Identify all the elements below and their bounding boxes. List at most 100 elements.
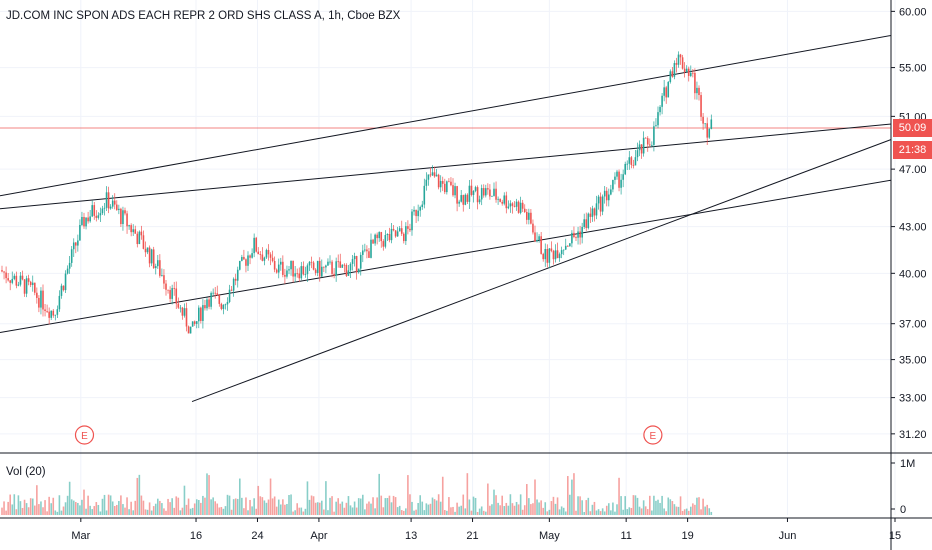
volume-bar: [325, 481, 327, 515]
earnings-marker-label: E: [650, 431, 657, 442]
candle-body: [642, 137, 645, 154]
volume-bar: [472, 496, 475, 515]
candle-body: [72, 242, 75, 250]
candle-body: [179, 307, 182, 309]
candle-body: [370, 239, 372, 258]
candle-body: [690, 72, 692, 76]
volume-bar: [42, 507, 44, 515]
candle-body: [577, 231, 579, 238]
volume-bar: [476, 511, 479, 515]
candle-body: [77, 240, 79, 246]
candle-body: [232, 278, 235, 291]
candle-body: [462, 195, 465, 205]
candle-body: [132, 229, 134, 233]
volume-bar: [339, 503, 342, 515]
candle-body: [593, 208, 596, 216]
candle-body: [187, 326, 190, 334]
candle-body: [646, 138, 649, 145]
candle-body: [62, 285, 65, 291]
volume-bar: [462, 494, 465, 515]
volume-bar: [583, 511, 585, 515]
volume-bar: [347, 496, 350, 515]
candle-body: [312, 262, 315, 270]
volume-bar: [587, 497, 590, 515]
candle-body: [362, 250, 364, 255]
volume-bar: [335, 501, 337, 515]
candle-body: [562, 249, 565, 251]
candle-body: [421, 204, 424, 208]
volume-bar: [441, 476, 444, 515]
volume-bar: [616, 504, 618, 515]
candle-body: [64, 273, 67, 291]
volume-bar: [405, 508, 407, 515]
volume-bar: [7, 501, 9, 515]
volume-bar: [302, 511, 305, 515]
candle-body: [698, 87, 700, 96]
candle-body: [48, 311, 50, 318]
trendline[interactable]: [0, 123, 892, 210]
candle-body: [91, 205, 93, 217]
candle-body: [489, 189, 491, 197]
volume-bar: [247, 510, 249, 515]
candle-body: [671, 71, 674, 77]
earnings-marker[interactable]: E: [74, 425, 95, 445]
volume-bar: [513, 505, 516, 515]
volume-bar: [642, 500, 645, 515]
candle-body: [683, 68, 686, 73]
volume-bar: [138, 474, 141, 515]
volume-bar: [667, 497, 670, 515]
candle-body: [101, 208, 104, 214]
volume-bar: [694, 504, 696, 515]
y-tick-label: 60.00: [899, 6, 927, 18]
y-tick-label: 37.00: [899, 319, 927, 331]
candle-body: [136, 233, 139, 245]
candle-body: [702, 116, 704, 124]
volume-bar: [398, 505, 401, 515]
volume-bar: [220, 507, 223, 515]
candle-body: [501, 201, 503, 204]
trendline[interactable]: [0, 35, 892, 197]
volume-bar: [382, 507, 385, 515]
volume-bar: [60, 510, 63, 515]
x-tick-label: Jun: [779, 530, 797, 542]
volume-bar: [214, 501, 216, 515]
candle-body: [665, 87, 667, 98]
volume-bar: [632, 495, 635, 515]
candle-body: [70, 249, 73, 263]
candle-body: [66, 268, 69, 274]
volume-bar: [253, 498, 255, 515]
volume-bar: [417, 503, 419, 515]
candle-body: [532, 223, 534, 233]
candle-body: [36, 292, 38, 298]
trendlines[interactable]: [0, 35, 892, 403]
volume-bar: [433, 499, 436, 515]
candle-body: [368, 251, 370, 258]
volume-bar: [343, 507, 346, 515]
volume-bar: [663, 508, 665, 515]
candle-body: [511, 203, 514, 206]
volume-bar: [111, 501, 114, 515]
volume-bar: [599, 511, 602, 515]
volume-bar: [154, 503, 157, 515]
volume-bar: [509, 494, 512, 515]
trendline[interactable]: [191, 139, 892, 403]
volume-bar: [495, 495, 497, 515]
volume-bar: [175, 496, 178, 515]
volume-bar: [622, 509, 624, 515]
candle-body: [308, 261, 311, 266]
candle-body: [15, 275, 18, 286]
earnings-marker-circle: [643, 425, 663, 445]
candle-body: [444, 183, 446, 193]
candle-body: [374, 234, 376, 244]
trendline[interactable]: [0, 179, 892, 333]
volume-bar: [400, 510, 403, 515]
candle-body: [390, 228, 393, 241]
volume-bar: [349, 505, 352, 515]
candle-body: [150, 249, 153, 264]
volume-bar: [273, 496, 276, 515]
earnings-marker[interactable]: E: [643, 425, 663, 445]
candle-body: [544, 248, 547, 260]
candle-body: [466, 194, 469, 202]
